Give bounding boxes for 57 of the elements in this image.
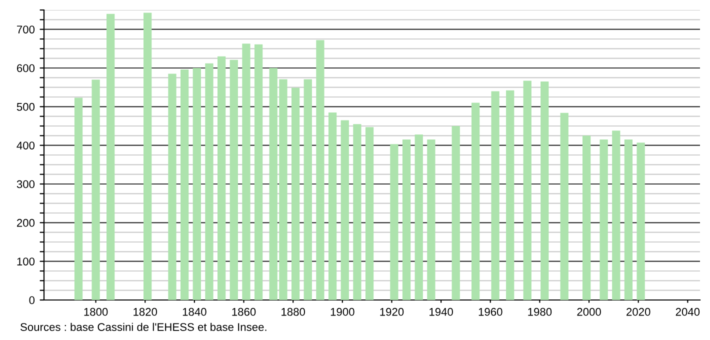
bar	[506, 90, 514, 300]
bar	[217, 56, 226, 300]
bar	[291, 88, 300, 300]
bar	[230, 60, 238, 300]
bar	[540, 82, 549, 300]
x-tick-label: 1840	[182, 308, 206, 316]
bar	[582, 136, 591, 300]
bar	[106, 14, 115, 300]
x-tick-label: 1860	[232, 308, 256, 316]
bar	[74, 98, 83, 300]
x-tick-label: 1940	[430, 308, 453, 316]
bar	[254, 44, 263, 300]
bar	[168, 74, 176, 300]
bar	[624, 140, 633, 300]
x-tick-label: 1880	[282, 308, 306, 316]
bar	[340, 120, 349, 300]
x-tick-label: 1820	[134, 308, 158, 316]
y-tick-label: 700	[17, 26, 35, 34]
y-tick-label: 600	[17, 64, 35, 72]
bar	[636, 142, 645, 300]
bar	[523, 80, 532, 300]
x-tick-label: 1960	[478, 308, 502, 316]
bar	[612, 130, 620, 300]
bar	[414, 134, 423, 300]
y-tick-label: 200	[16, 218, 35, 227]
bar	[491, 91, 500, 300]
bar	[316, 40, 324, 300]
x-tick-label: 1980	[528, 308, 552, 316]
x-tick-label: 1800	[84, 308, 108, 316]
bar	[144, 12, 152, 300]
x-tick-label: 1920	[380, 308, 404, 316]
y-tick-label: 0	[29, 296, 35, 304]
bar	[304, 79, 312, 300]
x-tick-label: 2000	[577, 308, 601, 316]
bar	[402, 140, 411, 300]
bar	[242, 44, 250, 300]
y-tick-label: 400	[16, 142, 35, 150]
bar	[328, 112, 337, 300]
source-note: Sources : base Cassini de l'EHESS et base Insee.	[20, 322, 266, 331]
x-tick-label: 2040	[676, 308, 700, 316]
bar	[353, 124, 362, 300]
bar	[365, 127, 374, 300]
x-tick-label: 1900	[330, 308, 354, 316]
bar	[180, 70, 189, 300]
x-tick-label: 2020	[626, 308, 650, 316]
bar	[192, 68, 201, 300]
bar	[472, 102, 480, 300]
y-tick-label: 500	[16, 102, 35, 111]
bar	[205, 63, 214, 300]
y-tick-label: 100	[17, 258, 35, 266]
bar	[600, 140, 608, 300]
bar	[452, 126, 460, 300]
bar	[92, 80, 100, 300]
bar	[427, 140, 436, 300]
bar	[560, 112, 568, 300]
bar	[390, 144, 398, 300]
y-tick-label: 300	[16, 180, 35, 188]
